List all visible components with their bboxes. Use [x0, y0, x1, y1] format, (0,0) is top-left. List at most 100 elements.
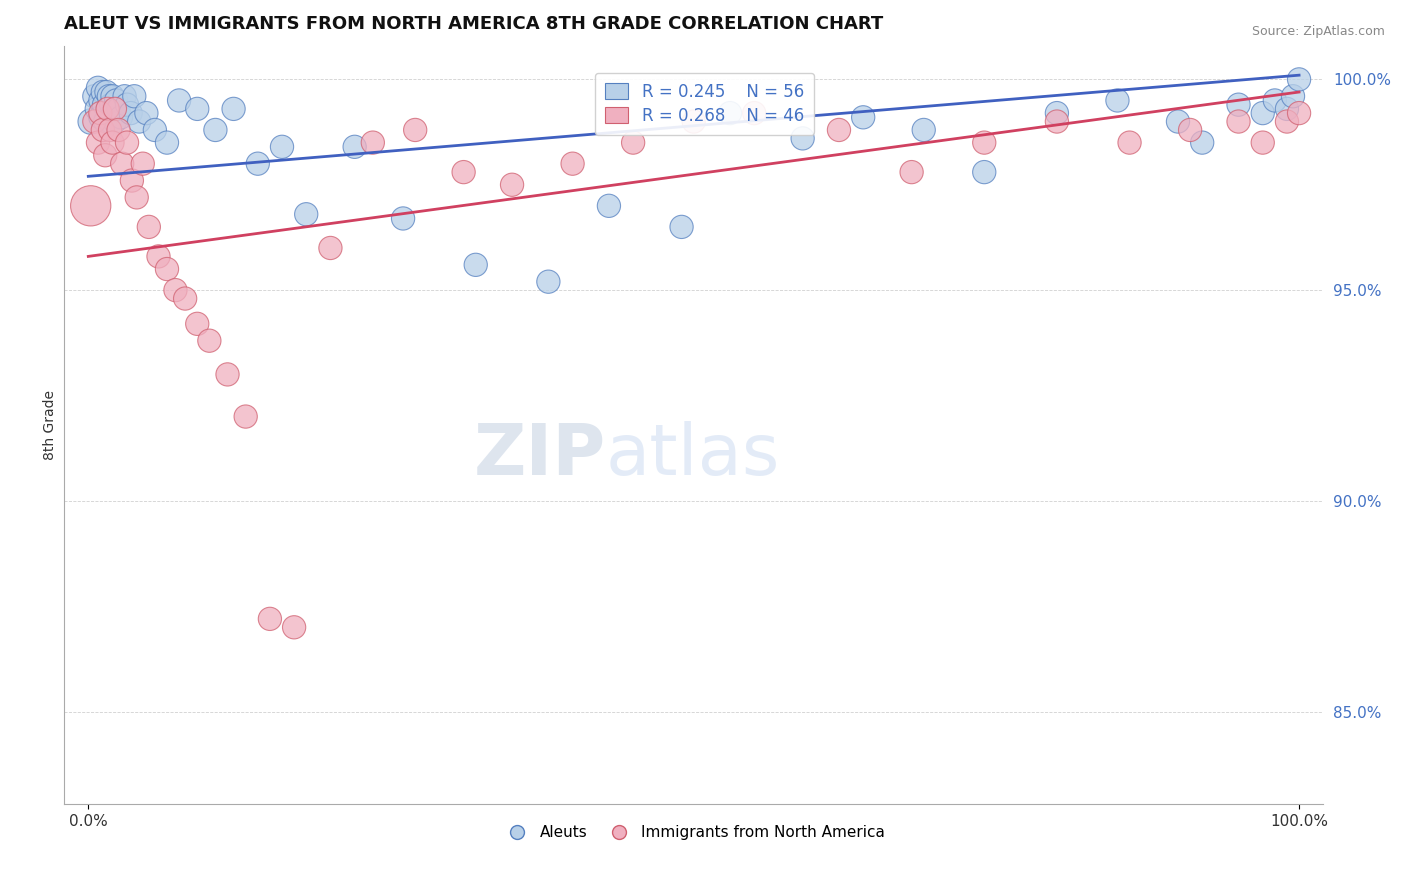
Point — [128, 114, 150, 128]
Point — [852, 111, 875, 125]
Point — [464, 258, 486, 272]
Point — [91, 123, 114, 137]
Point — [124, 89, 146, 103]
Point — [235, 409, 257, 424]
Point — [621, 136, 644, 150]
Point — [101, 89, 124, 103]
Point — [167, 94, 190, 108]
Point — [271, 140, 294, 154]
Point — [86, 102, 108, 116]
Point — [104, 102, 127, 116]
Point — [1275, 102, 1298, 116]
Point — [97, 89, 120, 103]
Point — [111, 156, 134, 170]
Y-axis label: 8th Grade: 8th Grade — [44, 390, 58, 460]
Point — [121, 173, 143, 187]
Point — [1046, 114, 1069, 128]
Point — [120, 106, 142, 120]
Point — [295, 207, 318, 221]
Point — [115, 136, 138, 150]
Text: Source: ZipAtlas.com: Source: ZipAtlas.com — [1251, 25, 1385, 38]
Point — [186, 317, 208, 331]
Point — [973, 136, 995, 150]
Point — [165, 283, 187, 297]
Point — [132, 156, 155, 170]
Point — [973, 165, 995, 179]
Point — [1251, 136, 1274, 150]
Point — [361, 136, 384, 150]
Point — [222, 102, 245, 116]
Point — [404, 123, 426, 137]
Point — [1251, 106, 1274, 120]
Point — [259, 612, 281, 626]
Point — [96, 85, 118, 99]
Point — [246, 156, 269, 170]
Point — [156, 262, 179, 277]
Point — [1227, 97, 1250, 112]
Point — [1191, 136, 1213, 150]
Point — [97, 102, 120, 116]
Point — [83, 89, 105, 103]
Point — [138, 219, 160, 234]
Point — [1167, 114, 1189, 128]
Point — [1282, 89, 1305, 103]
Point — [101, 136, 124, 150]
Point — [343, 140, 366, 154]
Text: ZIP: ZIP — [474, 421, 606, 490]
Point — [87, 80, 110, 95]
Point — [94, 148, 117, 162]
Point — [1288, 106, 1310, 120]
Point — [186, 102, 208, 116]
Point — [98, 123, 121, 137]
Point — [115, 97, 138, 112]
Point — [143, 123, 166, 137]
Point — [89, 111, 111, 125]
Point — [671, 219, 693, 234]
Point — [125, 190, 148, 204]
Point — [1178, 123, 1201, 137]
Point — [89, 94, 111, 108]
Point — [87, 136, 110, 150]
Point — [107, 123, 129, 137]
Point — [94, 114, 117, 128]
Point — [742, 106, 765, 120]
Point — [135, 106, 157, 120]
Point — [110, 111, 132, 125]
Point — [501, 178, 523, 192]
Point — [1227, 114, 1250, 128]
Point — [105, 94, 128, 108]
Point — [912, 123, 935, 137]
Point — [682, 114, 704, 128]
Point — [103, 102, 125, 116]
Point — [718, 106, 741, 120]
Point — [1275, 114, 1298, 128]
Point — [80, 199, 103, 213]
Point — [114, 89, 136, 103]
Point — [107, 102, 129, 116]
Point — [828, 123, 851, 137]
Point — [900, 165, 922, 179]
Point — [1288, 72, 1310, 87]
Point — [100, 97, 122, 112]
Point — [217, 368, 239, 382]
Text: atlas: atlas — [606, 421, 780, 490]
Point — [198, 334, 221, 348]
Point — [283, 620, 305, 634]
Point — [91, 85, 114, 99]
Point — [89, 106, 111, 120]
Point — [1264, 94, 1286, 108]
Point — [174, 292, 197, 306]
Point — [453, 165, 475, 179]
Point — [792, 131, 814, 145]
Point — [598, 199, 620, 213]
Point — [319, 241, 342, 255]
Point — [537, 275, 560, 289]
Point — [1107, 94, 1129, 108]
Point — [392, 211, 415, 226]
Point — [83, 114, 105, 128]
Point — [104, 114, 127, 128]
Point — [148, 249, 170, 263]
Point — [204, 123, 226, 137]
Point — [1118, 136, 1140, 150]
Point — [561, 156, 583, 170]
